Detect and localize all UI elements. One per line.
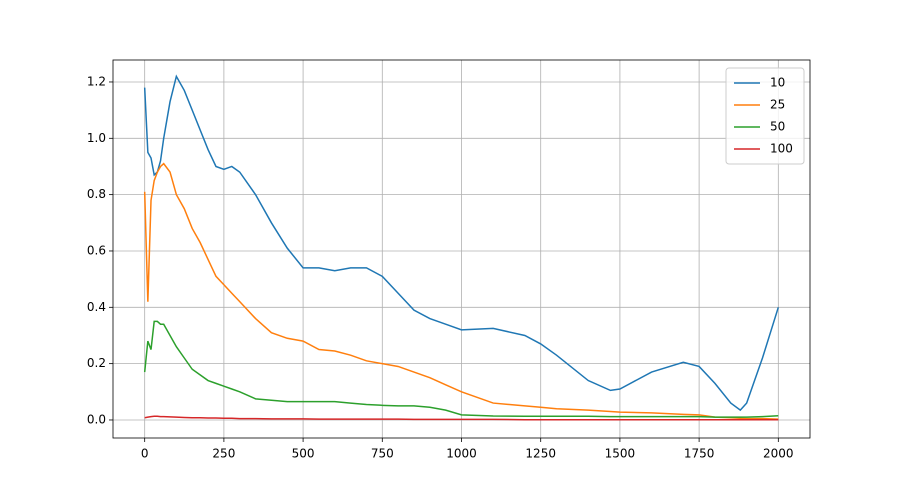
legend-label: 25 bbox=[770, 98, 785, 112]
x-tick-label: 1000 bbox=[446, 447, 477, 461]
x-tick-label: 1750 bbox=[684, 447, 715, 461]
legend-label: 10 bbox=[770, 76, 785, 90]
x-tick-label: 1250 bbox=[525, 447, 556, 461]
x-tick-label: 500 bbox=[292, 447, 315, 461]
x-tick-label: 1500 bbox=[605, 447, 636, 461]
plot-frame bbox=[112, 59, 811, 439]
y-tick-label: 0.4 bbox=[87, 300, 106, 314]
legend-label: 50 bbox=[770, 120, 785, 134]
y-tick-label: 1.0 bbox=[87, 131, 106, 145]
x-tick-label: 0 bbox=[141, 447, 149, 461]
x-tick-label: 750 bbox=[371, 447, 394, 461]
line-series bbox=[143, 162, 779, 420]
legend-label: 100 bbox=[770, 142, 793, 156]
y-tick-label: 0.8 bbox=[87, 187, 106, 201]
y-tick-label: 0.6 bbox=[87, 243, 106, 257]
line-series bbox=[144, 415, 779, 421]
x-tick-label: 2000 bbox=[763, 447, 794, 461]
x-tick-label: 250 bbox=[212, 447, 235, 461]
y-tick-label: 1.2 bbox=[87, 74, 106, 88]
legend-box bbox=[725, 67, 805, 165]
y-tick-label: 0.2 bbox=[87, 356, 106, 370]
line-series bbox=[143, 320, 779, 418]
y-tick-label: 0.0 bbox=[87, 412, 106, 426]
line-series bbox=[143, 74, 780, 412]
